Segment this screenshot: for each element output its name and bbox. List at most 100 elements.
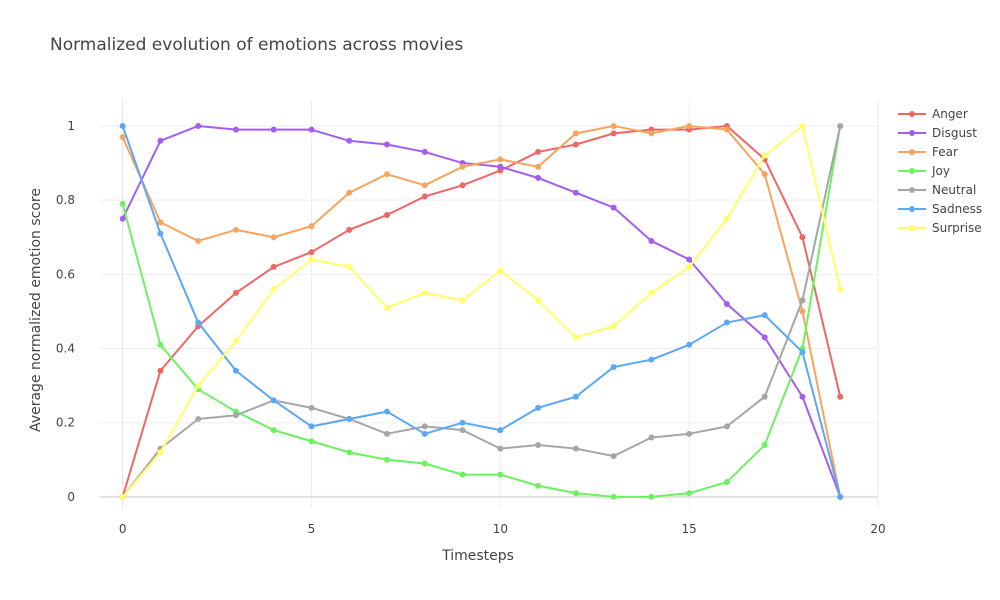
series-surprise[interactable] bbox=[119, 122, 844, 500]
data-point[interactable] bbox=[119, 215, 126, 222]
data-point[interactable] bbox=[346, 449, 353, 456]
data-point[interactable] bbox=[459, 419, 466, 426]
data-point[interactable] bbox=[761, 171, 768, 178]
data-point[interactable] bbox=[535, 482, 542, 489]
data-point[interactable] bbox=[384, 211, 391, 218]
legend-item-fear[interactable]: Fear bbox=[898, 145, 958, 159]
data-point[interactable] bbox=[610, 323, 617, 330]
data-point[interactable] bbox=[232, 226, 239, 233]
data-point[interactable] bbox=[421, 289, 428, 296]
data-point[interactable] bbox=[232, 126, 239, 133]
data-point[interactable] bbox=[270, 286, 277, 293]
legend-item-disgust[interactable]: Disgust bbox=[898, 126, 977, 140]
series-line[interactable] bbox=[121, 124, 842, 498]
data-point[interactable] bbox=[157, 137, 164, 144]
data-point[interactable] bbox=[610, 130, 617, 137]
data-point[interactable] bbox=[421, 182, 428, 189]
data-point[interactable] bbox=[308, 423, 315, 430]
data-point[interactable] bbox=[572, 130, 579, 137]
series-line[interactable] bbox=[121, 124, 842, 498]
data-point[interactable] bbox=[648, 493, 655, 500]
data-point[interactable] bbox=[421, 430, 428, 437]
data-point[interactable] bbox=[648, 130, 655, 137]
data-point[interactable] bbox=[119, 200, 126, 207]
data-point[interactable] bbox=[497, 267, 504, 274]
data-point[interactable] bbox=[497, 471, 504, 478]
data-point[interactable] bbox=[686, 122, 693, 129]
series-line[interactable] bbox=[121, 125, 842, 498]
legend-item-neutral[interactable]: Neutral bbox=[898, 183, 976, 197]
data-point[interactable] bbox=[232, 289, 239, 296]
data-point[interactable] bbox=[270, 263, 277, 270]
data-point[interactable] bbox=[723, 479, 730, 486]
data-point[interactable] bbox=[346, 226, 353, 233]
data-point[interactable] bbox=[572, 490, 579, 497]
data-point[interactable] bbox=[308, 126, 315, 133]
data-point[interactable] bbox=[459, 182, 466, 189]
data-point[interactable] bbox=[195, 319, 202, 326]
data-point[interactable] bbox=[157, 449, 164, 456]
data-point[interactable] bbox=[723, 423, 730, 430]
data-point[interactable] bbox=[270, 126, 277, 133]
data-point[interactable] bbox=[686, 341, 693, 348]
data-point[interactable] bbox=[119, 493, 126, 500]
data-point[interactable] bbox=[837, 393, 844, 400]
data-point[interactable] bbox=[799, 234, 806, 241]
data-point[interactable] bbox=[686, 263, 693, 270]
data-point[interactable] bbox=[270, 427, 277, 434]
data-point[interactable] bbox=[610, 453, 617, 460]
data-point[interactable] bbox=[119, 122, 126, 129]
data-point[interactable] bbox=[799, 349, 806, 356]
data-point[interactable] bbox=[421, 423, 428, 430]
data-point[interactable] bbox=[119, 134, 126, 141]
data-point[interactable] bbox=[384, 141, 391, 148]
data-point[interactable] bbox=[421, 193, 428, 200]
data-point[interactable] bbox=[723, 126, 730, 133]
data-point[interactable] bbox=[610, 122, 617, 129]
data-point[interactable] bbox=[459, 471, 466, 478]
data-point[interactable] bbox=[535, 404, 542, 411]
series-line[interactable] bbox=[121, 125, 842, 498]
series-line[interactable] bbox=[121, 124, 842, 498]
data-point[interactable] bbox=[497, 163, 504, 170]
data-point[interactable] bbox=[308, 438, 315, 445]
data-point[interactable] bbox=[497, 427, 504, 434]
data-point[interactable] bbox=[497, 445, 504, 452]
data-point[interactable] bbox=[157, 367, 164, 374]
data-point[interactable] bbox=[572, 189, 579, 196]
data-point[interactable] bbox=[384, 408, 391, 415]
data-point[interactable] bbox=[232, 338, 239, 345]
data-point[interactable] bbox=[572, 393, 579, 400]
data-point[interactable] bbox=[346, 189, 353, 196]
data-point[interactable] bbox=[270, 234, 277, 241]
data-point[interactable] bbox=[799, 308, 806, 315]
data-point[interactable] bbox=[308, 223, 315, 230]
series-line[interactable] bbox=[121, 125, 842, 498]
data-point[interactable] bbox=[572, 141, 579, 148]
data-point[interactable] bbox=[384, 171, 391, 178]
data-point[interactable] bbox=[648, 356, 655, 363]
data-point[interactable] bbox=[232, 412, 239, 419]
data-point[interactable] bbox=[346, 263, 353, 270]
data-point[interactable] bbox=[723, 301, 730, 307]
legend[interactable]: Anger Disgust Fear Joy Neutral Sadness Surpris… bbox=[898, 107, 982, 235]
data-point[interactable] bbox=[686, 490, 693, 497]
data-point[interactable] bbox=[384, 430, 391, 437]
data-point[interactable] bbox=[761, 152, 768, 159]
data-point[interactable] bbox=[384, 456, 391, 463]
data-point[interactable] bbox=[497, 156, 504, 163]
series-sadness[interactable] bbox=[119, 122, 844, 500]
data-point[interactable] bbox=[421, 148, 428, 155]
data-point[interactable] bbox=[308, 404, 315, 411]
series-disgust[interactable] bbox=[119, 122, 844, 500]
data-point[interactable] bbox=[648, 434, 655, 441]
data-point[interactable] bbox=[195, 415, 202, 422]
data-point[interactable] bbox=[723, 319, 730, 326]
data-point[interactable] bbox=[459, 163, 466, 170]
data-point[interactable] bbox=[535, 174, 542, 181]
data-point[interactable] bbox=[761, 441, 768, 448]
data-point[interactable] bbox=[799, 297, 806, 304]
data-point[interactable] bbox=[346, 137, 353, 144]
data-point[interactable] bbox=[837, 286, 844, 293]
data-point[interactable] bbox=[799, 393, 806, 400]
